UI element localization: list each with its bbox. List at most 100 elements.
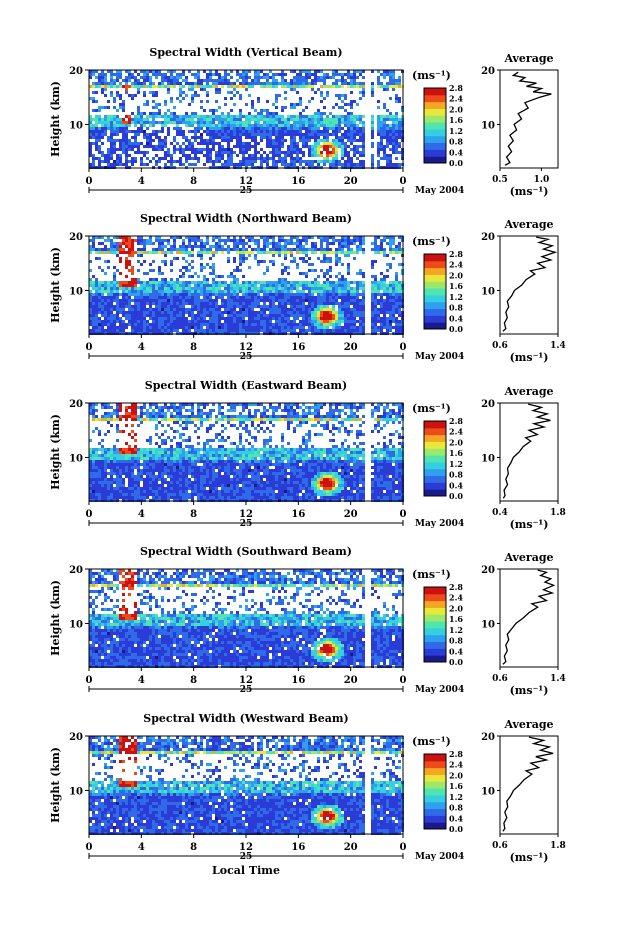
heatmap-cell [197,409,200,412]
heatmap-cell [380,130,383,133]
heatmap-cell [344,326,347,329]
heatmap-cell [323,317,326,320]
heatmap-cell [134,136,137,139]
heatmap-cell [158,157,161,160]
heatmap-cell [98,85,101,88]
heatmap-cell [104,239,107,242]
heatmap-cell [119,76,122,79]
heatmap-cell [269,133,272,136]
heatmap-cell [353,329,356,332]
heatmap-cell [257,290,260,293]
heatmap-cell [269,320,272,323]
heatmap-cell [128,142,131,145]
heatmap-cell [179,76,182,79]
heatmap-cell [137,320,140,323]
heatmap-cell [119,257,122,260]
heatmap-cell [215,275,218,278]
heatmap-cell [248,85,251,88]
heatmap-cell [209,130,212,133]
heatmap-cell [149,91,152,94]
heatmap-cell [164,73,167,76]
heatmap-cell [224,308,227,311]
heatmap-cell [266,281,269,284]
heatmap-cell [395,326,398,329]
heatmap-cell [248,70,251,73]
heatmap-cell [104,311,107,314]
heatmap-cell [113,245,116,248]
heatmap-cell [284,317,287,320]
heatmap-cell [143,412,146,415]
heatmap-cell [299,281,302,284]
heatmap-cell [110,299,113,302]
heatmap-cell [137,415,140,418]
heatmap-cell [155,103,158,106]
heatmap-cell [278,73,281,76]
heatmap-cell [155,115,158,118]
heatmap-cell [107,326,110,329]
heatmap-cell [110,151,113,154]
heatmap-cell [392,239,395,242]
heatmap-cell [359,308,362,311]
heatmap-cell [296,115,299,118]
heatmap-cell [338,257,341,260]
heatmap-cell [143,70,146,73]
heatmap-cell [317,154,320,157]
heatmap-cell [125,275,128,278]
heatmap-cell [215,70,218,73]
heatmap-cell [245,163,248,166]
heatmap-cell [260,260,263,263]
heatmap-cell [263,281,266,284]
heatmap-cell [290,302,293,305]
heatmap-cell [341,115,344,118]
heatmap-cell [341,290,344,293]
heatmap-cell [176,236,179,239]
heatmap-cell [197,296,200,299]
heatmap-cell [383,308,386,311]
heatmap-cell [299,272,302,275]
heatmap-cell [305,287,308,290]
heatmap-cell [176,248,179,251]
heatmap-cell [131,403,134,406]
heatmap-cell [296,239,299,242]
heatmap-cell [134,70,137,73]
heatmap-cell [200,305,203,308]
heatmap-cell [308,121,311,124]
heatmap-cell [95,251,98,254]
heatmap-cell [119,94,122,97]
heatmap-cell [125,314,128,317]
heatmap-cell [293,409,296,412]
heatmap-cell [110,323,113,326]
heatmap-cell [347,115,350,118]
heatmap-cell [134,251,137,254]
heatmap-cell [131,320,134,323]
heatmap-cell [257,73,260,76]
heatmap-cell [89,305,92,308]
heatmap-cell [266,73,269,76]
heatmap-cell [140,320,143,323]
heatmap-cell [299,160,302,163]
heatmap-cell [233,275,236,278]
heatmap-cell [188,103,191,106]
heatmap-cell [95,157,98,160]
heatmap-cell [98,136,101,139]
x-tick-label: 0 [400,342,407,353]
heatmap-cell [107,329,110,332]
heatmap-cell [254,130,257,133]
heatmap-cell [176,115,179,118]
heatmap-cell [344,236,347,239]
heatmap-cell [239,145,242,148]
heatmap-cell [224,82,227,85]
heatmap-cell [236,320,239,323]
heatmap-cell [362,314,365,317]
heatmap-cell [95,91,98,94]
heatmap-cell [350,251,353,254]
heatmap-cell [113,79,116,82]
heatmap-cell [338,124,341,127]
heatmap-cell [143,329,146,332]
heatmap-cell [263,121,266,124]
heatmap-cell [215,329,218,332]
heatmap-cell [212,266,215,269]
heatmap-cell [362,290,365,293]
heatmap-cell [266,160,269,163]
heatmap-cell [158,242,161,245]
